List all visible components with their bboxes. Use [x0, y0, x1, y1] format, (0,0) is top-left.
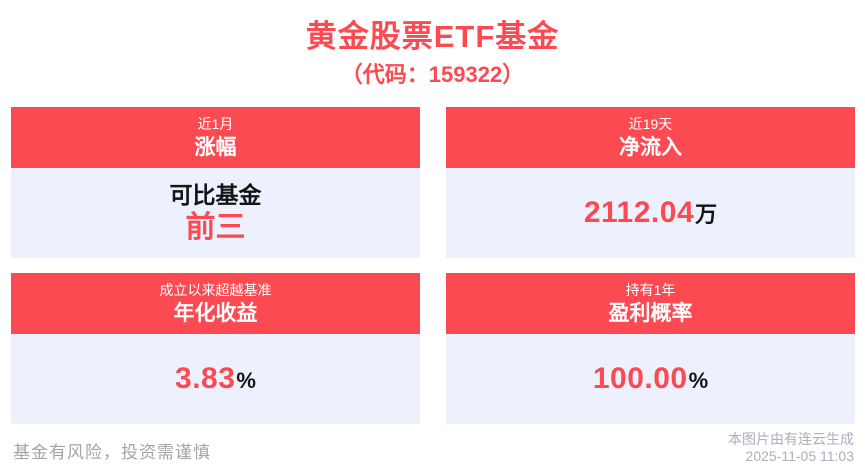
card-net-inflow-body: 2112.04 万 — [446, 168, 855, 258]
page-title: 黄金股票ETF基金 — [305, 19, 560, 54]
credit-source: 本图片由有连云生成 — [728, 431, 854, 447]
value-line: 2112.04 万 — [584, 196, 717, 230]
card-metric: 盈利概率 — [608, 301, 693, 325]
value-label: 可比基金 — [169, 182, 262, 208]
card-period: 成立以来超越基准 — [159, 281, 272, 298]
generation-credit: 本图片由有连云生成 2025-11-05 11:03 — [728, 431, 854, 465]
card-profit-probability: 持有1年 盈利概率 100.00 % — [446, 273, 855, 424]
card-metric: 涨幅 — [194, 135, 237, 159]
value-number: 3.83 — [175, 362, 236, 395]
card-metric: 年化收益 — [173, 301, 258, 325]
fund-code: （代码：159322） — [340, 62, 525, 87]
card-period: 近19天 — [628, 115, 673, 132]
value-line: 3.83 % — [175, 362, 256, 396]
card-period: 持有1年 — [625, 281, 676, 298]
value-number: 100.00 — [592, 362, 688, 395]
card-net-inflow-header: 近19天 净流入 — [446, 107, 855, 168]
title-block: 黄金股票ETF基金 （代码：159322） — [0, 18, 865, 88]
value-unit: % — [236, 368, 256, 393]
credit-datetime: 2025-11-05 11:03 — [745, 448, 854, 464]
card-net-inflow: 近19天 净流入 2112.04 万 — [446, 107, 855, 258]
card-1month-change: 近1月 涨幅 可比基金 前三 — [11, 107, 420, 258]
value-unit: 万 — [695, 202, 718, 227]
value-unit: % — [688, 368, 709, 393]
card-period: 近1月 — [197, 115, 234, 132]
card-profit-probability-header: 持有1年 盈利概率 — [446, 273, 855, 334]
risk-disclaimer: 基金有风险，投资需谨慎 — [13, 443, 211, 462]
value-number: 2112.04 — [583, 196, 695, 229]
card-1month-change-body: 可比基金 前三 — [11, 168, 420, 258]
card-annualized-return-body: 3.83 % — [11, 334, 420, 424]
card-1month-change-header: 近1月 涨幅 — [11, 107, 420, 168]
card-annualized-return: 成立以来超越基准 年化收益 3.83 % — [11, 273, 420, 424]
metric-cards-grid: 近1月 涨幅 可比基金 前三 近19天 净流入 2112.04 万 成立 — [11, 107, 855, 424]
value-line: 100.00 % — [593, 362, 708, 396]
card-annualized-return-header: 成立以来超越基准 年化收益 — [11, 273, 420, 334]
value-highlight: 前三 — [185, 211, 246, 244]
card-metric: 净流入 — [619, 135, 682, 159]
card-profit-probability-body: 100.00 % — [446, 334, 855, 424]
